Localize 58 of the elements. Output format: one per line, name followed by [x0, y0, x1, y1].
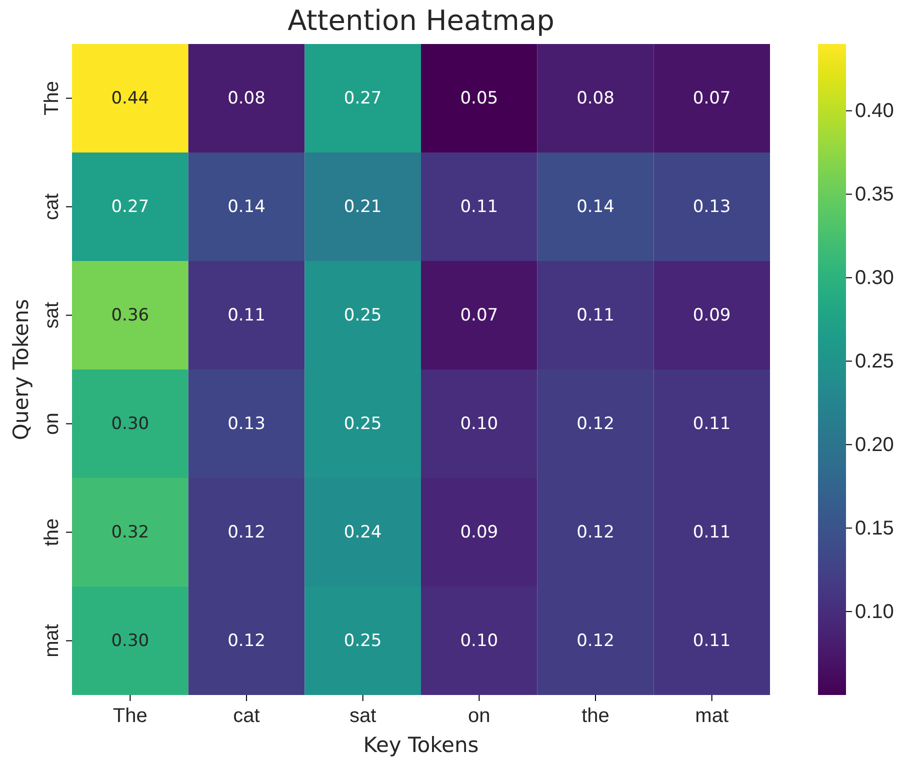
- data-label: 0.08: [228, 88, 266, 108]
- data-label: 0.21: [344, 196, 382, 217]
- data-label: 0.09: [692, 305, 731, 326]
- data-label: 0.07: [460, 305, 498, 326]
- data-label: 0.27: [344, 88, 382, 108]
- data-label: 0.08: [576, 88, 614, 108]
- chart-title: Attention Heatmap: [288, 4, 554, 37]
- data-label: 0.05: [460, 88, 498, 108]
- color-bar-label: 0.25: [855, 350, 894, 373]
- color-bar-label: 0.35: [855, 184, 894, 206]
- data-label: 0.12: [576, 414, 614, 434]
- data-label: 0.12: [576, 522, 614, 542]
- data-label: 0.13: [692, 196, 731, 217]
- data-label: 0.25: [344, 414, 382, 434]
- data-label: 0.25: [344, 630, 382, 651]
- y-tick-label: the: [41, 518, 63, 546]
- x-tick-label: The: [112, 705, 148, 727]
- data-label: 0.09: [460, 522, 498, 542]
- data-label: 0.14: [576, 196, 614, 217]
- x-tick-label: the: [582, 705, 610, 727]
- data-label: 0.11: [460, 196, 498, 217]
- y-axis-title: Query Tokens: [9, 298, 33, 440]
- color-bar-label: 0.40: [855, 100, 894, 122]
- color-bar-label: 0.15: [855, 517, 894, 540]
- color-bar-label: 0.20: [855, 434, 894, 456]
- y-tick-label: sat: [41, 301, 63, 329]
- data-label: 0.32: [111, 522, 150, 542]
- x-tick-label: on: [468, 705, 490, 727]
- y-tick-label: cat: [41, 192, 63, 220]
- data-label: 0.11: [692, 414, 731, 434]
- data-label: 0.30: [111, 414, 150, 434]
- data-label: 0.44: [111, 88, 150, 108]
- x-tick-label: mat: [695, 705, 729, 727]
- data-label: 0.13: [228, 414, 266, 434]
- data-label: 0.07: [692, 88, 731, 108]
- data-label: 0.14: [228, 196, 266, 217]
- data-label: 0.11: [228, 305, 266, 326]
- data-label: 0.25: [344, 305, 382, 326]
- data-label: 0.12: [228, 522, 266, 542]
- data-label: 0.10: [460, 414, 498, 434]
- data-label: 0.11: [576, 305, 614, 326]
- data-label: 0.12: [576, 630, 614, 651]
- data-label: 0.27: [111, 196, 150, 217]
- color-bar-label: 0.30: [855, 267, 894, 290]
- data-label: 0.24: [344, 522, 382, 542]
- x-tick-label: sat: [349, 705, 377, 727]
- data-label: 0.36: [111, 305, 150, 326]
- data-label: 0.30: [111, 630, 150, 651]
- y-tick-label: The: [41, 81, 63, 116]
- y-tick-label: mat: [41, 624, 63, 658]
- x-axis-title: Key Tokens: [363, 733, 479, 757]
- data-label: 0.12: [228, 630, 266, 651]
- data-label: 0.10: [460, 630, 498, 651]
- y-tick-label: on: [41, 412, 63, 435]
- data-label: 0.11: [692, 522, 731, 542]
- x-tick-label: cat: [233, 705, 260, 727]
- data-label: 0.11: [692, 630, 731, 651]
- color-bar-label: 0.10: [855, 600, 894, 623]
